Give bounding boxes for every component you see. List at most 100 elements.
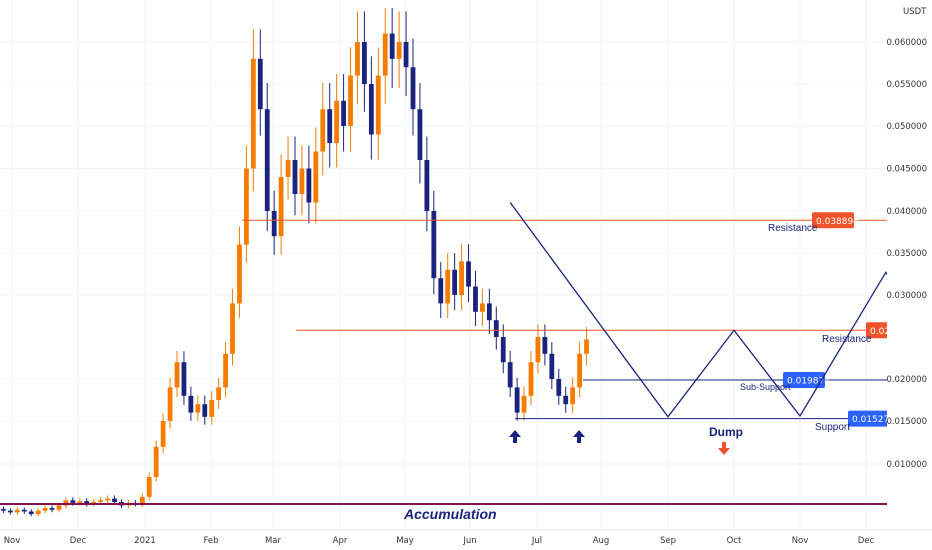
candle-body xyxy=(521,395,527,413)
candle-body xyxy=(327,109,333,143)
y-tick-label: 0.035000 xyxy=(886,249,927,259)
x-tick-label: Apr xyxy=(333,536,348,546)
candle-body xyxy=(77,501,83,503)
candle-body xyxy=(250,58,256,169)
level-price-tag xyxy=(866,322,890,339)
down-arrow-icon xyxy=(718,442,730,455)
candle-body xyxy=(424,160,430,211)
candle-body xyxy=(403,42,409,68)
candle-body xyxy=(63,500,69,506)
candle-body xyxy=(556,379,562,396)
candle-body xyxy=(167,387,173,421)
level-price-tag-text: 0.015277 xyxy=(852,415,895,425)
candle-body xyxy=(264,109,270,211)
candle-body xyxy=(223,353,228,388)
up-arrow-icon xyxy=(573,430,585,443)
candle-body xyxy=(542,337,548,354)
x-tick-label: Jul xyxy=(531,536,542,546)
y-tick-label: 0.045000 xyxy=(886,165,927,175)
projection-line xyxy=(509,202,932,418)
candle-body xyxy=(112,498,117,503)
candle-body xyxy=(299,168,305,194)
candle-body xyxy=(188,395,194,413)
candle-body xyxy=(382,33,388,76)
candle-body xyxy=(153,446,159,477)
quote-currency-label: USDT xyxy=(903,7,927,17)
x-tick-label: Oct xyxy=(727,536,742,546)
candle-body xyxy=(8,510,13,513)
support-label: Support xyxy=(815,422,850,433)
candle-body xyxy=(49,508,55,510)
level-price-tag-text: 0.038894 xyxy=(816,217,859,227)
candle-body xyxy=(230,303,235,354)
candle-body xyxy=(473,286,478,312)
resistance-label-upper: Resistance xyxy=(768,223,818,234)
candle-body xyxy=(84,501,90,504)
candle-body xyxy=(237,244,242,304)
candle-body xyxy=(507,362,513,388)
candlestick-series xyxy=(1,8,589,517)
candle-body xyxy=(341,100,346,126)
price-axis: 0.060000 0.055000 0.050000 0.045000 0.040000… xyxy=(886,0,932,550)
level-price-tag xyxy=(812,212,854,229)
candle-body xyxy=(410,67,416,110)
candle-body xyxy=(438,278,444,304)
candle-body xyxy=(486,303,492,321)
candle-body xyxy=(271,211,277,237)
x-tick-label: Jun xyxy=(462,536,476,546)
candle-body xyxy=(285,160,291,177)
level-price-tag xyxy=(848,410,890,427)
candle-body xyxy=(493,320,499,337)
candle-body xyxy=(348,75,353,126)
candle-body xyxy=(160,421,166,447)
candle-body xyxy=(91,502,97,504)
candle-body xyxy=(139,496,145,504)
up-arrow-icon xyxy=(509,430,521,443)
candle-body xyxy=(306,168,312,203)
candle-body xyxy=(466,261,471,287)
y-tick-label: 0.050000 xyxy=(886,122,927,132)
candle-body xyxy=(452,269,458,295)
dump-label: Dump xyxy=(709,425,743,439)
y-tick-label: 0.015000 xyxy=(886,417,927,427)
candle-body xyxy=(98,500,104,503)
x-tick-label: 2021 xyxy=(134,536,156,546)
candle-body xyxy=(514,387,520,413)
candle-body xyxy=(334,100,340,143)
candle-body xyxy=(278,177,284,237)
y-tick-label: 0.010000 xyxy=(886,460,927,470)
y-tick-label: 0.020000 xyxy=(886,375,927,385)
candle-body xyxy=(417,109,423,160)
candle-body xyxy=(313,151,319,203)
candle-body xyxy=(181,362,187,396)
x-tick-label: May xyxy=(396,536,414,546)
x-tick-label: Nov xyxy=(4,536,21,546)
y-tick-label: 0.040000 xyxy=(886,207,927,217)
candle-body xyxy=(459,261,464,295)
candle-body xyxy=(105,498,110,501)
candle-body xyxy=(445,269,451,304)
y-tick-label: 0.060000 xyxy=(886,38,927,48)
candle-body xyxy=(21,509,27,512)
x-tick-label: Mar xyxy=(265,536,282,546)
candle-body xyxy=(355,42,360,76)
price-axis-bg xyxy=(887,0,932,550)
candle-body xyxy=(570,387,576,405)
time-axis: Nov Dec 2021 Feb Mar Apr May Jun Jul Aug Sep Oct Nov… xyxy=(0,529,932,546)
candle-body xyxy=(535,337,541,363)
candle-body xyxy=(500,337,506,363)
candle-body xyxy=(431,211,437,279)
candle-body xyxy=(35,510,41,515)
candle-body xyxy=(584,339,589,354)
candle-body xyxy=(320,109,326,152)
candle-body xyxy=(375,75,381,135)
candle-body xyxy=(257,58,263,110)
level-price-tag-text: 0.025 xyxy=(870,327,896,337)
candle-body xyxy=(202,404,208,417)
x-tick-label: Dec xyxy=(858,536,875,546)
candle-body xyxy=(389,33,395,59)
candle-body xyxy=(195,404,201,413)
x-tick-label: Feb xyxy=(203,536,218,546)
chart-grid xyxy=(0,0,887,530)
